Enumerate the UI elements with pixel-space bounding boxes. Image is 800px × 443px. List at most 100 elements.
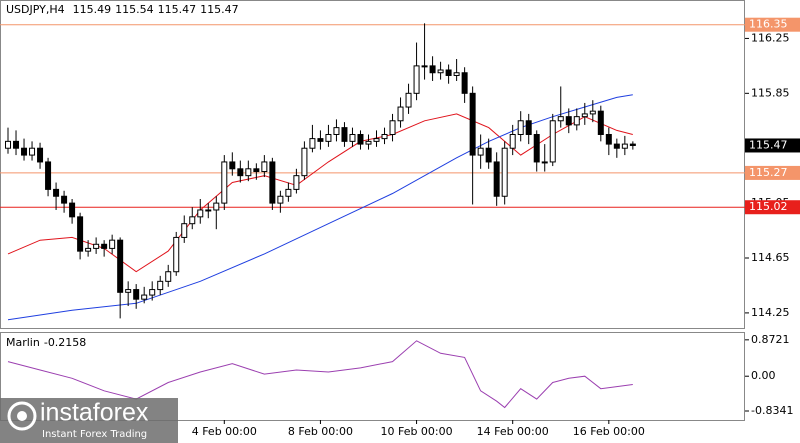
indicator-pane [0,332,745,421]
candle-body [309,138,316,149]
x-tick-label: 14 Feb 00:00 [477,425,549,438]
symbol: USDJPY,H4 [6,3,65,16]
candle-body [605,133,612,145]
indicator-value: -0.2158 [44,336,86,349]
candle-body [541,161,548,164]
candle-body [101,243,108,249]
candle-body [501,147,508,197]
ohlc-value: 115.49 [73,3,112,16]
level-label-bg [745,165,800,180]
candle-body [453,72,460,76]
candle-body [381,133,388,140]
candle-body [181,223,188,238]
marlin-line [7,340,633,409]
x-tick-label: 4 Feb 00:00 [192,425,257,438]
candle-body [117,239,124,293]
indicator-header: Marlin -0.2158 [6,336,86,349]
candle-body [485,147,492,163]
candle-body [597,110,604,135]
candle-body [37,147,44,163]
candle-body [421,65,428,68]
candle-body [261,161,268,173]
candle-body [221,161,228,204]
y-tick-label: 114.65 [751,251,790,264]
price-pane [0,0,745,329]
candle-body [173,236,180,273]
candle-body [397,106,404,122]
candle-body [189,216,196,225]
y-tick-label: 114.25 [751,306,790,319]
candle-body [245,168,252,177]
moving-average [7,113,633,273]
candle-body [53,188,60,197]
current-price-bg [745,138,800,153]
candle-body [29,147,36,156]
candle-body [533,133,540,163]
candle-body [77,216,84,252]
candle-body [253,168,260,173]
candle-body [125,289,132,293]
candle-body [229,161,236,170]
candle-body [213,202,220,211]
candle-body [621,143,628,149]
candle-body [549,120,556,163]
candle-body [413,65,420,94]
candle-body [517,120,524,135]
candle-body [13,140,20,149]
candle-body [357,133,364,145]
candle-body [141,294,148,300]
candle-body [429,65,436,74]
logo-tagline: Instant Forex Trading [42,429,147,440]
indicator-tick-label: -0.8341 [751,404,793,417]
candle-body [445,69,452,76]
candle-body [157,280,164,291]
candle-body [469,92,476,156]
candle-body [205,209,212,212]
candle-body [581,113,588,118]
candle-body [45,161,52,190]
candle-body [165,271,172,282]
candle-body [373,138,380,142]
indicator-tick-label: 0.8721 [751,333,790,346]
ohlc-value: 115.54 [115,3,154,16]
logo-name: instaforex [40,399,149,427]
x-tick-label: 8 Feb 00:00 [288,425,353,438]
level-label: 115.27 [749,166,788,179]
candle-body [301,147,308,177]
candle-body [197,209,204,218]
logo-icon [7,401,37,431]
candle-body [525,120,532,135]
candle-body [461,72,468,94]
candle-body [389,120,396,135]
candle-body [557,116,564,122]
candle-body [85,247,92,252]
candle-body [405,92,412,108]
level-label-bg [745,17,800,32]
ohlc-value: 115.47 [158,3,197,16]
candle-body [277,195,284,204]
candle-body [285,188,292,197]
candle-body [493,161,500,197]
y-tick-label: 116.25 [751,31,790,44]
indicator-tick-label: 0.00 [751,369,776,382]
candle-body [565,116,572,126]
candle-body [341,127,348,142]
candle-body [69,202,76,218]
candle-body [333,127,340,135]
candle-body [613,143,620,149]
header: USDJPY,H4 115.49 115.54 115.47 115.47 [6,3,239,16]
level-label: 115.02 [749,200,788,213]
candle-body [325,133,332,142]
level-label-bg [745,200,800,215]
candle-body [509,133,516,149]
x-tick-label: 10 Feb 00:00 [380,425,452,438]
candle-body [349,133,356,142]
candle-body [133,289,140,300]
candle-body [477,147,484,156]
candle-body [5,140,12,149]
candle-body [293,175,300,190]
ohlc-value: 115.47 [200,3,239,16]
candle-body [589,110,596,115]
candle-body [237,168,244,177]
